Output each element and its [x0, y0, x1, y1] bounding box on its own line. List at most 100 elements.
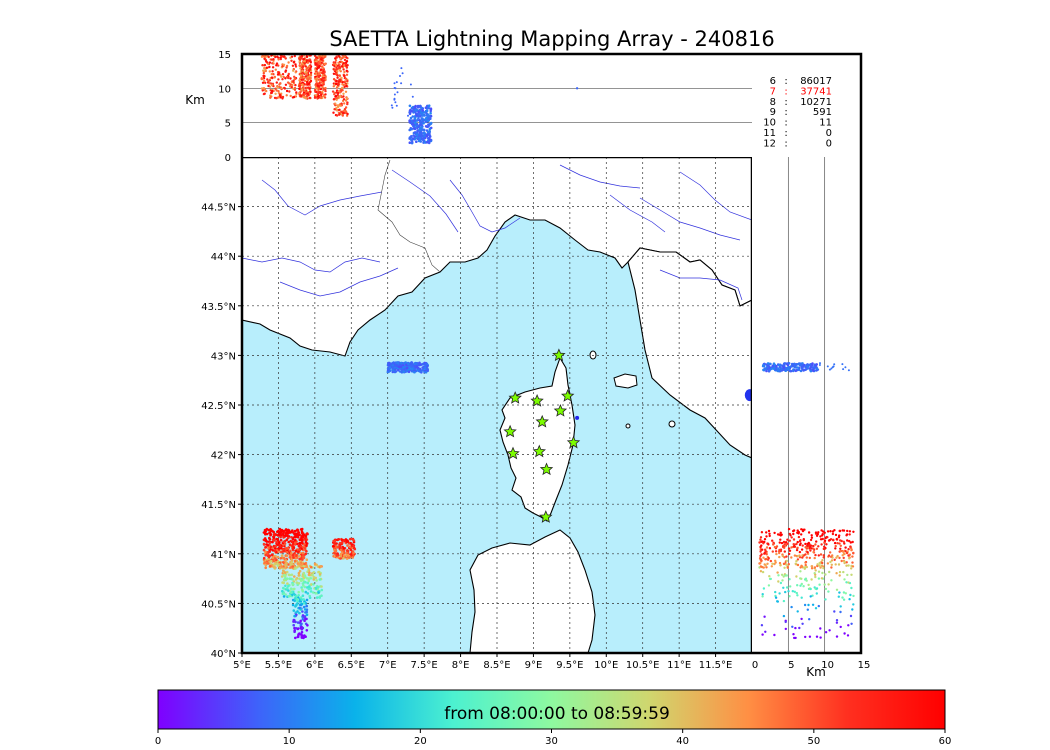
lightning-source	[279, 535, 282, 539]
station-count-colon: :	[784, 128, 787, 139]
lightning-source	[429, 121, 433, 125]
lightning-source	[305, 598, 309, 602]
lightning-source	[797, 532, 800, 535]
lightning-source	[284, 563, 287, 566]
lightning-source	[424, 125, 428, 128]
lightning-source	[778, 533, 781, 536]
lightning-source	[798, 550, 802, 554]
lightning-source	[788, 532, 791, 536]
lightning-source	[309, 77, 312, 81]
lightning-source	[274, 92, 277, 96]
lightning-source	[415, 119, 419, 122]
lightning-source	[826, 365, 829, 368]
lightning-source	[413, 364, 417, 368]
lightning-source	[299, 56, 302, 59]
montecristo-island	[625, 423, 631, 429]
lightning-source	[407, 362, 410, 366]
lightning-source	[299, 74, 302, 77]
lightning-source	[839, 544, 842, 547]
lightning-source	[301, 617, 305, 621]
lightning-source	[268, 531, 271, 535]
lightning-source	[293, 614, 296, 618]
lightning-source	[851, 540, 854, 544]
lightning-source	[352, 551, 355, 555]
lightning-source	[788, 549, 792, 552]
station-count-n: 12	[763, 138, 776, 149]
lightning-source	[321, 77, 324, 80]
lightning-source	[782, 599, 786, 603]
lightning-source	[336, 74, 339, 77]
lightning-source	[299, 579, 303, 582]
lightning-source	[293, 86, 297, 90]
lightning-source	[323, 62, 327, 66]
lightning-source	[792, 633, 795, 636]
lightning-source	[796, 366, 799, 369]
lightning-source	[296, 621, 300, 624]
lightning-source	[786, 538, 789, 541]
lightning-source	[299, 95, 303, 98]
lightning-source	[332, 72, 336, 76]
lon-tick-label: 6°E	[306, 660, 324, 671]
lightning-source	[302, 76, 306, 79]
station-count-value: 10271	[800, 97, 832, 108]
lightning-source	[279, 538, 283, 542]
lightning-source	[427, 125, 430, 128]
lightning-source	[386, 370, 390, 374]
lightning-source	[408, 141, 412, 144]
side-grid	[787, 157, 826, 653]
lightning-source	[305, 532, 309, 536]
lightning-source	[320, 93, 323, 97]
lightning-source	[847, 581, 850, 584]
lightning-source	[803, 603, 807, 607]
lightning-source	[274, 554, 277, 558]
colorbar-tick-label: 40	[676, 736, 689, 747]
lightning-source	[790, 546, 793, 549]
lightning-source	[782, 575, 785, 578]
lightning-source	[318, 64, 321, 68]
lightning-source	[268, 65, 271, 69]
lightning-source	[800, 582, 803, 586]
capraia-island	[589, 350, 597, 360]
lightning-source	[341, 114, 344, 117]
station-count-colon: :	[784, 118, 787, 129]
lightning-source	[299, 67, 302, 70]
lightning-source	[792, 532, 795, 536]
lightning-source	[272, 536, 276, 539]
lightning-source	[268, 564, 272, 568]
lightning-source	[277, 533, 281, 536]
lightning-source	[303, 79, 307, 83]
lightning-source	[773, 531, 776, 535]
lightning-source	[342, 557, 345, 560]
lightning-source	[836, 554, 839, 558]
lightning-source	[841, 529, 844, 532]
lightning-source	[346, 544, 349, 547]
lightning-source	[302, 555, 305, 558]
lightning-source	[345, 73, 349, 77]
lightning-source	[416, 126, 419, 129]
lightning-source	[282, 569, 285, 572]
lightning-source	[271, 70, 274, 73]
lightning-source	[779, 563, 782, 567]
lightning-source	[400, 67, 403, 70]
lightning-source	[834, 563, 837, 566]
lightning-source	[334, 57, 337, 60]
lightning-source	[304, 590, 308, 594]
lightning-source	[411, 123, 415, 126]
lightning-source	[411, 95, 414, 98]
lightning-source	[343, 58, 347, 62]
lightning-source	[314, 95, 317, 99]
lightning-source	[301, 551, 305, 555]
lightning-source	[341, 541, 344, 544]
lightning-source	[823, 541, 826, 544]
lightning-source	[782, 586, 785, 589]
lightning-source	[307, 579, 311, 583]
lightning-source	[266, 78, 269, 81]
lightning-source	[842, 591, 846, 594]
lightning-source	[269, 533, 272, 537]
lightning-source	[799, 539, 802, 542]
lightning-source	[301, 558, 304, 561]
lightning-source	[833, 558, 836, 561]
lightning-source	[394, 101, 397, 104]
lightning-source	[817, 368, 820, 371]
lightning-source	[799, 570, 802, 573]
